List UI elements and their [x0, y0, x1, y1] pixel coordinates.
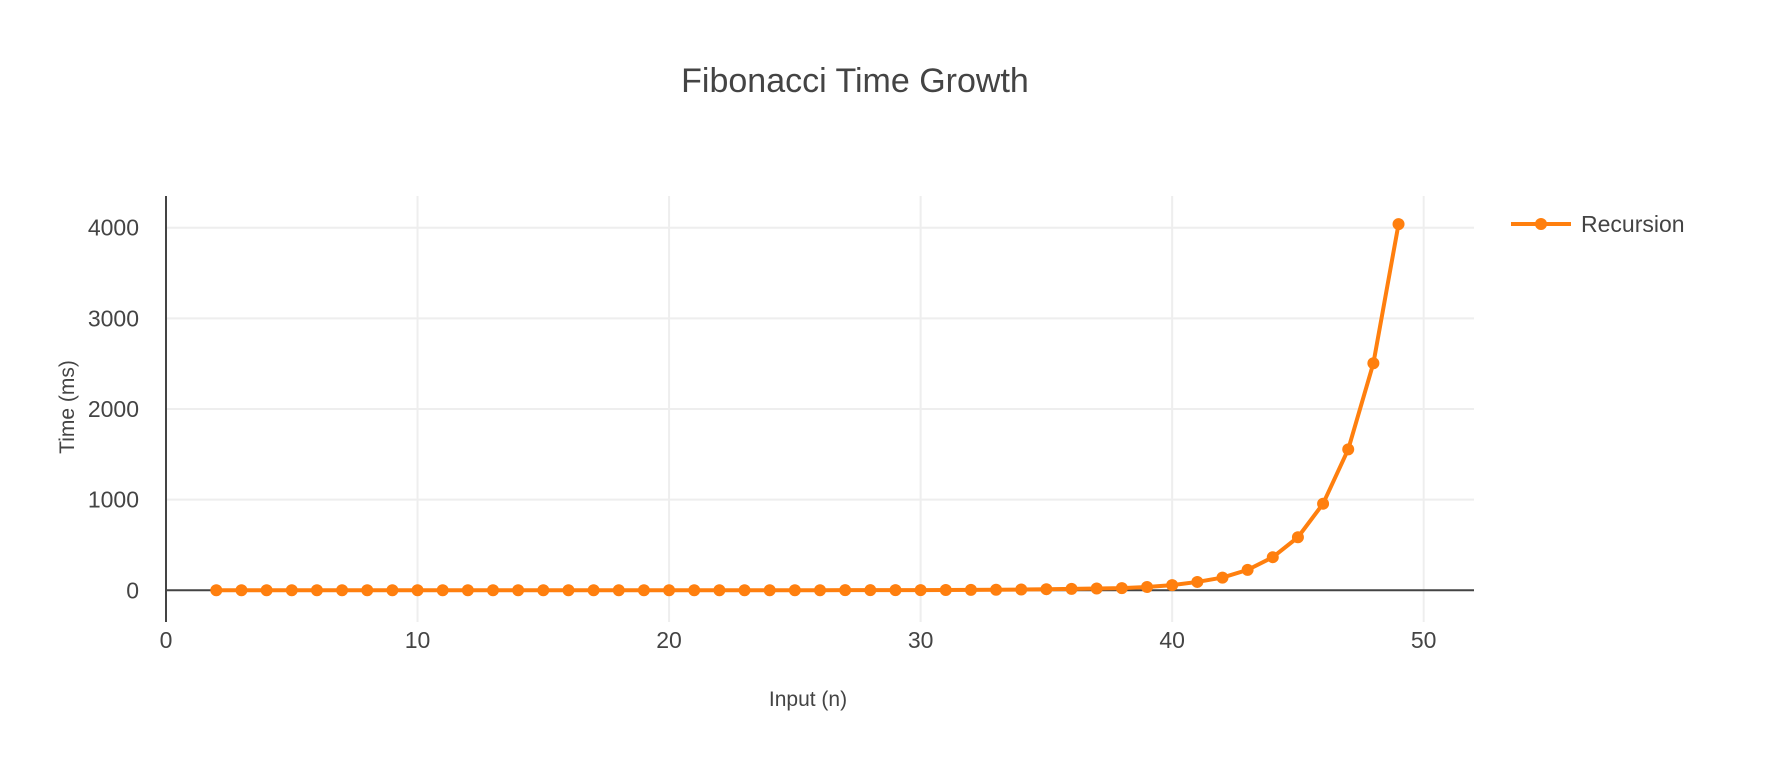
data-point[interactable] — [487, 584, 499, 597]
x-tick-label: 40 — [1159, 627, 1185, 653]
data-point[interactable] — [663, 584, 676, 597]
data-point[interactable] — [1166, 579, 1179, 592]
data-point[interactable] — [537, 584, 550, 597]
data-point[interactable] — [688, 584, 701, 597]
data-point[interactable] — [1040, 583, 1053, 596]
series-layer — [210, 218, 1405, 597]
data-point[interactable] — [788, 584, 801, 597]
data-point[interactable] — [1317, 497, 1330, 510]
data-point[interactable] — [814, 584, 826, 597]
gridlines — [166, 196, 1474, 622]
data-point[interactable] — [512, 584, 525, 597]
data-point[interactable] — [1367, 357, 1380, 370]
data-point[interactable] — [310, 584, 323, 597]
data-point[interactable] — [260, 584, 273, 597]
y-tick-label: 0 — [126, 577, 139, 603]
data-point[interactable] — [889, 584, 902, 597]
data-point[interactable] — [1291, 531, 1304, 544]
x-tick-label: 30 — [908, 627, 934, 653]
data-point[interactable] — [1241, 563, 1254, 576]
data-point[interactable] — [411, 584, 424, 597]
data-point[interactable] — [235, 584, 248, 597]
tick-labels: 0 10 20 30 40 50 0 1000 2000 3000 4000 — [88, 215, 1437, 653]
data-point[interactable] — [1090, 582, 1103, 595]
data-point[interactable] — [436, 584, 449, 597]
data-point[interactable] — [562, 584, 575, 597]
y-tick-label: 2000 — [88, 396, 139, 422]
x-tick-label: 10 — [405, 627, 431, 653]
data-point[interactable] — [1266, 551, 1279, 564]
x-tick-label: 50 — [1411, 627, 1437, 653]
data-point[interactable] — [336, 584, 349, 597]
x-tick-label: 20 — [656, 627, 682, 653]
data-point[interactable] — [637, 584, 650, 597]
data-point[interactable] — [738, 584, 751, 597]
legend-marker-recursion — [1535, 218, 1547, 230]
data-point[interactable] — [1392, 218, 1405, 231]
y-tick-label: 4000 — [88, 215, 139, 241]
chart-title: Fibonacci Time Growth — [681, 62, 1029, 100]
y-tick-label: 1000 — [88, 487, 139, 513]
data-point[interactable] — [964, 583, 977, 596]
legend-label-recursion: Recursion — [1581, 211, 1685, 237]
legend[interactable]: Recursion — [1511, 211, 1685, 237]
data-point[interactable] — [839, 584, 852, 597]
data-point[interactable] — [587, 584, 600, 597]
x-axis-title: Input (n) — [769, 688, 847, 711]
data-point[interactable] — [1141, 581, 1153, 594]
data-point[interactable] — [763, 584, 776, 597]
data-point[interactable] — [612, 584, 625, 597]
data-point[interactable] — [939, 584, 952, 597]
data-point[interactable] — [990, 583, 1003, 596]
data-point[interactable] — [1191, 575, 1204, 588]
data-point[interactable] — [210, 584, 223, 597]
data-point[interactable] — [1015, 583, 1028, 596]
data-point[interactable] — [713, 584, 726, 597]
data-point[interactable] — [914, 584, 927, 597]
data-point[interactable] — [386, 584, 399, 597]
data-point[interactable] — [1216, 571, 1229, 584]
x-tick-label: 0 — [160, 627, 173, 653]
series-line-recursion — [216, 223, 1401, 593]
y-axis-title: Time (ms) — [56, 360, 79, 454]
data-point[interactable] — [461, 584, 474, 597]
data-point[interactable] — [1342, 443, 1355, 456]
data-point[interactable] — [361, 584, 374, 597]
y-tick-label: 3000 — [88, 305, 139, 331]
data-point[interactable] — [864, 584, 877, 597]
data-point[interactable] — [1115, 582, 1128, 595]
data-point[interactable] — [285, 584, 298, 597]
data-point[interactable] — [1065, 582, 1078, 595]
